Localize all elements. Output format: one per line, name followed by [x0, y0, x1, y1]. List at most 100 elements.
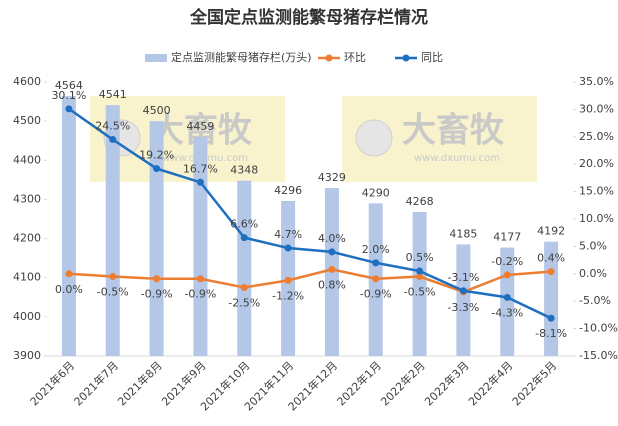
y-tick-label: 3900 — [13, 349, 41, 362]
bar-label: 4459 — [186, 120, 214, 133]
point-label: 16.7% — [183, 162, 218, 175]
y2-tick-label: 10.0% — [579, 212, 614, 225]
y-tick-label: 4600 — [13, 75, 41, 88]
x-tick-label: 2022年1月 — [334, 358, 384, 408]
point-label: -3.3% — [447, 301, 479, 314]
x-tick-label: 2021年7月 — [71, 358, 121, 408]
point — [284, 276, 292, 284]
point — [65, 270, 73, 278]
point-label: 4.7% — [274, 228, 302, 241]
y2-tick-label: 15.0% — [579, 185, 614, 198]
bar — [237, 180, 252, 356]
point-label: 24.5% — [95, 120, 130, 133]
bar-label: 4348 — [230, 164, 258, 177]
bar-label: 4564 — [55, 79, 83, 92]
legend-label: 环比 — [344, 51, 366, 64]
point — [372, 259, 380, 267]
bar — [456, 244, 471, 356]
y2-tick-label: -10.0% — [579, 322, 618, 335]
line — [68, 107, 552, 320]
legend-label: 定点监测能繁母猪存栏(万头) — [171, 50, 312, 64]
chart-title: 全国定点监测能繁母猪存栏情况 — [189, 7, 428, 28]
point — [372, 275, 380, 283]
watermark-logo — [355, 119, 393, 157]
point — [240, 284, 248, 291]
legend-label: 同比 — [421, 51, 443, 64]
bar-label: 4329 — [318, 171, 346, 184]
point-label: -8.1% — [535, 327, 567, 340]
bar — [193, 137, 208, 356]
x-tick-label: 2021年6月 — [27, 358, 77, 408]
point — [503, 271, 511, 279]
x-tick-label: 2022年2月 — [378, 358, 428, 408]
y2-tick-label: 30.0% — [579, 102, 614, 115]
x-tick-label: 2021年8月 — [115, 358, 165, 408]
point-label: -4.3% — [491, 306, 523, 319]
watermark-url: www.dxumu.com — [414, 153, 500, 164]
point-label: 0.5% — [406, 251, 434, 264]
bar-label: 4541 — [99, 88, 127, 101]
point-label: -2.5% — [228, 297, 260, 310]
point-label: 30.1% — [51, 89, 86, 102]
bar — [61, 96, 76, 356]
bar — [544, 241, 559, 356]
line — [68, 268, 552, 294]
point — [547, 314, 555, 322]
bar-label: 4185 — [449, 227, 477, 240]
y2-tick-label: 0.0% — [579, 267, 607, 280]
point-label: 4.0% — [318, 232, 346, 245]
legend-swatch — [325, 54, 333, 62]
point — [416, 273, 424, 281]
point-label: 0.0% — [55, 283, 83, 296]
y-tick-label: 4200 — [13, 232, 41, 245]
bar-label: 4192 — [537, 225, 565, 238]
y2-tick-label: 5.0% — [579, 239, 607, 252]
bar-label: 4296 — [274, 184, 302, 197]
point — [240, 234, 248, 242]
x-tick-label: 2022年4月 — [465, 358, 515, 408]
point — [65, 105, 73, 113]
bar — [105, 105, 120, 356]
point — [196, 178, 204, 186]
point — [459, 287, 467, 295]
x-tick-label: 2022年3月 — [421, 358, 471, 408]
point — [284, 244, 292, 252]
point — [416, 267, 424, 275]
point-label: -0.5% — [404, 286, 436, 299]
point — [503, 293, 511, 301]
point-label: -3.1% — [447, 271, 479, 284]
point-label: 0.8% — [318, 278, 346, 291]
y-tick-label: 4100 — [13, 271, 41, 284]
point — [196, 275, 204, 283]
point-label: -0.2% — [491, 255, 523, 268]
legend-swatch — [402, 54, 410, 62]
point-label: 19.2% — [139, 149, 174, 162]
bar — [412, 211, 427, 356]
bar-label: 4268 — [406, 195, 434, 208]
y2-tick-label: 25.0% — [579, 130, 614, 143]
y-tick-label: 4400 — [13, 153, 41, 166]
point-label: 0.4% — [537, 252, 565, 265]
point — [328, 248, 336, 256]
y2-tick-label: -5.0% — [579, 294, 611, 307]
y2-tick-label: 35.0% — [579, 75, 614, 88]
point-label: 2.0% — [362, 243, 390, 256]
y-tick-label: 4300 — [13, 192, 41, 205]
bar — [149, 121, 164, 357]
bar-label: 4177 — [493, 231, 521, 244]
point — [328, 265, 336, 273]
point — [547, 268, 555, 276]
point — [153, 165, 161, 173]
y-tick-label: 4500 — [13, 114, 41, 127]
point-label: 6.6% — [230, 218, 258, 231]
point-label: -0.9% — [141, 288, 173, 301]
point-label: -0.9% — [360, 288, 392, 301]
watermark-text: 大畜牧 — [402, 111, 505, 151]
bar-label: 4500 — [143, 104, 171, 117]
point-label: -1.2% — [272, 289, 304, 302]
point — [109, 136, 117, 144]
point — [153, 275, 161, 283]
x-tick-label: 2022年5月 — [509, 358, 559, 408]
point-label: -0.9% — [184, 288, 216, 301]
